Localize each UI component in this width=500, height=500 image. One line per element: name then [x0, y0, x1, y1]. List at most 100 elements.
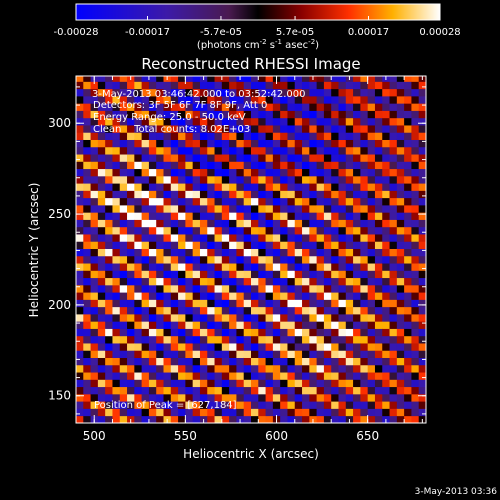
heatmap-pixel [374, 379, 383, 388]
heatmap-pixel [360, 183, 369, 191]
heatmap-pixel [280, 190, 288, 199]
heatmap-pixel [229, 226, 237, 235]
heatmap-pixel [229, 313, 237, 322]
heatmap-pixel [229, 197, 237, 206]
heatmap-pixel [265, 161, 274, 170]
heatmap-pixel [411, 284, 420, 293]
heatmap-pixel [127, 299, 135, 308]
heatmap-pixel [302, 81, 310, 90]
heatmap-pixel [265, 219, 274, 228]
heatmap-pixel [185, 154, 194, 162]
heatmap-pixel [229, 379, 237, 388]
heatmap-pixel [411, 132, 420, 140]
heatmap-pixel [309, 117, 318, 126]
heatmap-pixel [199, 263, 208, 271]
heatmap-pixel [309, 379, 318, 388]
heatmap-pixel [112, 277, 121, 286]
colorbar [75, 3, 441, 21]
heatmap-pixel [185, 226, 194, 235]
heatmap-pixel [112, 364, 121, 373]
heatmap-pixel [119, 197, 128, 206]
y-axis-label: Heliocentric Y (arcsec) [27, 183, 41, 318]
heatmap-pixel [404, 335, 412, 344]
heatmap-pixel [163, 110, 172, 119]
heatmap-pixel [148, 408, 157, 417]
heatmap-pixel [112, 175, 121, 184]
heatmap-pixel [236, 306, 245, 315]
heatmap-pixel [105, 234, 113, 242]
colorbar-tick-label: 0.00017 [348, 27, 389, 38]
heatmap-pixel [163, 88, 172, 97]
heatmap-pixel [192, 379, 201, 388]
heatmap-pixel [404, 197, 412, 206]
heatmap-pixel [396, 277, 405, 286]
heatmap-pixel [316, 125, 325, 133]
heatmap-pixel [221, 408, 230, 417]
heatmap-pixel [353, 313, 361, 322]
heatmap-pixel [418, 154, 426, 162]
heatmap-pixel [134, 255, 143, 264]
heatmap-pixel [382, 212, 390, 220]
heatmap-pixel [221, 125, 230, 133]
heatmap-pixel [243, 95, 252, 104]
heatmap-pixel [302, 277, 310, 286]
heatmap-pixel [236, 103, 245, 111]
heatmap-pixel [97, 139, 106, 148]
heatmap-pixel [112, 95, 121, 104]
heatmap-pixel [207, 364, 215, 373]
heatmap-pixel [302, 255, 310, 264]
heatmap-pixel [280, 234, 288, 242]
heatmap-pixel [243, 212, 252, 220]
heatmap-pixel [105, 95, 113, 104]
heatmap-pixel [163, 241, 172, 249]
heatmap-pixel [134, 95, 143, 104]
heatmap-pixel [178, 321, 186, 329]
heatmap-pixel [112, 393, 121, 402]
heatmap-pixel [83, 76, 91, 82]
heatmap-pixel [178, 125, 186, 133]
heatmap-pixel [338, 343, 347, 351]
heatmap-pixel [221, 226, 230, 235]
heatmap-pixel [207, 263, 215, 271]
heatmap-pixel [163, 146, 172, 155]
heatmap-pixel [338, 132, 347, 140]
heatmap-pixel [389, 313, 398, 322]
heatmap-pixel [112, 372, 121, 380]
heatmap-pixel [404, 270, 412, 279]
heatmap-pixel [243, 234, 252, 242]
heatmap-pixel [367, 263, 376, 271]
heatmap-pixel [141, 350, 150, 358]
heatmap-pixel [170, 76, 179, 82]
heatmap-pixel [236, 350, 245, 358]
heatmap-pixel [367, 139, 376, 148]
heatmap-pixel [229, 175, 237, 184]
heatmap-pixel [199, 379, 208, 388]
heatmap-pixel [119, 401, 128, 409]
heatmap-pixel [367, 415, 376, 423]
heatmap-pixel [309, 408, 318, 417]
heatmap-pixel [141, 393, 150, 402]
heatmap-pixel [382, 306, 390, 315]
heatmap-pixel [389, 88, 398, 97]
heatmap-pixel [374, 408, 383, 417]
heatmap-pixel [243, 154, 252, 162]
heatmap-pixel [389, 306, 398, 315]
heatmap-pixel [251, 154, 259, 162]
heatmap-pixel [323, 284, 332, 293]
heatmap-pixel [148, 117, 157, 126]
heatmap-pixel [229, 299, 237, 308]
heatmap-pixel [418, 379, 426, 388]
heatmap-pixel [243, 306, 252, 315]
heatmap-pixel [294, 88, 303, 97]
heatmap-pixel [97, 357, 106, 366]
heatmap-pixel [345, 401, 354, 409]
heatmap-pixel [90, 386, 99, 395]
heatmap-pixel [374, 284, 383, 293]
heatmap-pixel [251, 284, 259, 293]
heatmap-pixel [287, 168, 296, 177]
heatmap-pixel [316, 168, 325, 177]
heatmap-pixel [265, 364, 274, 373]
heatmap-pixel [338, 313, 347, 322]
heatmap-pixel [287, 212, 296, 220]
heatmap-pixel [367, 204, 376, 213]
